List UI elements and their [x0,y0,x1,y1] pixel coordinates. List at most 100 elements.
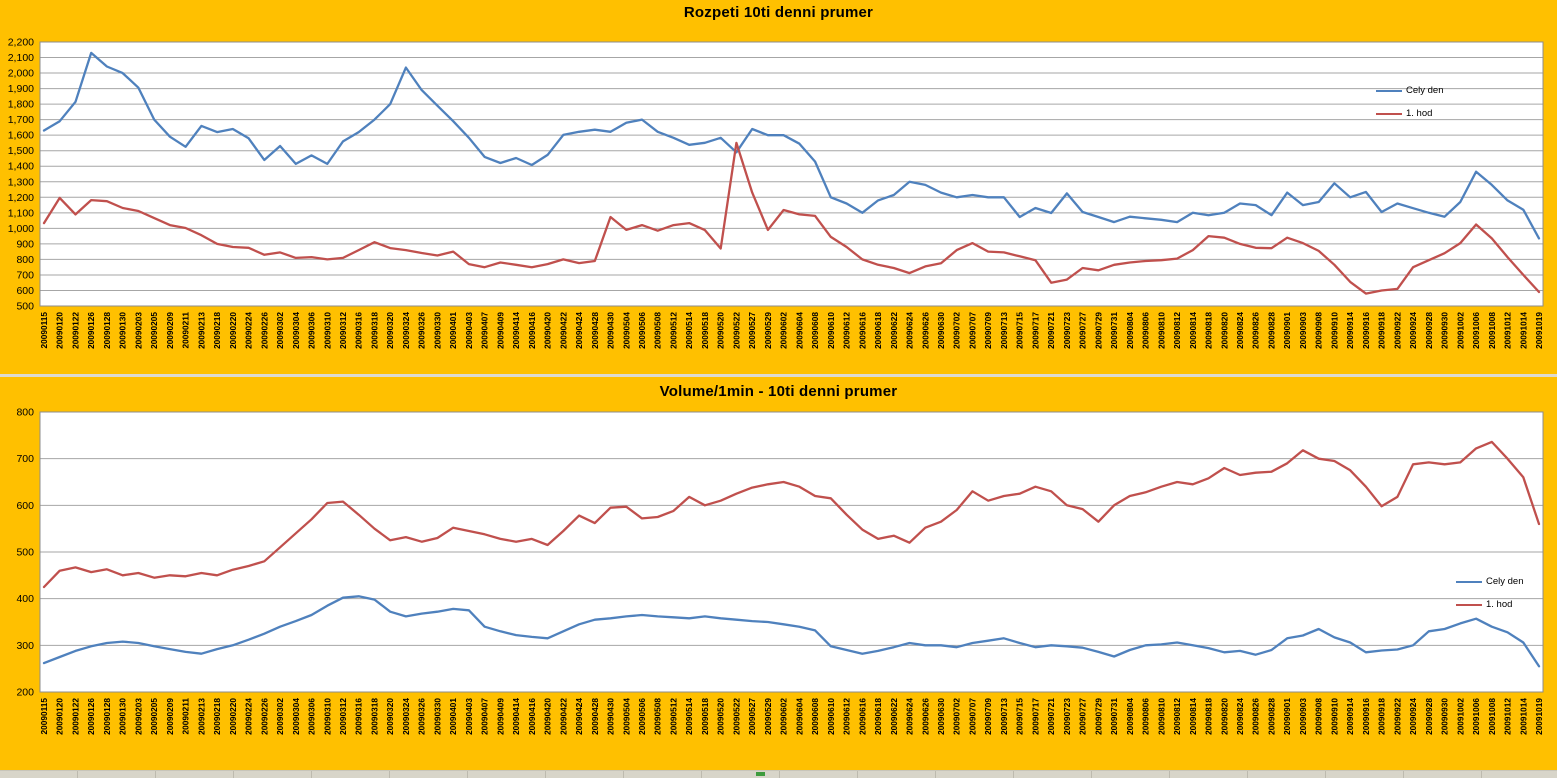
svg-text:20090512: 20090512 [668,312,678,349]
svg-text:20090910: 20090910 [1329,698,1339,735]
chart-volume[interactable]: Volume/1min - 10ti denni prumer 200 300 40… [0,377,1557,770]
series-line-1-hod [42,141,1541,295]
svg-text:1,500: 1,500 [8,145,34,157]
svg-text:20090326: 20090326 [417,698,427,735]
svg-text:20090218: 20090218 [212,698,222,735]
svg-text:20090820: 20090820 [1219,312,1229,349]
svg-text:20090612: 20090612 [842,698,852,735]
spreadsheet-row-strip [0,770,1557,778]
svg-text:20090514: 20090514 [684,312,694,349]
svg-text:20090804: 20090804 [1125,312,1135,349]
svg-text:20090727: 20090727 [1078,312,1088,349]
svg-text:20090414: 20090414 [511,312,521,349]
legend-item-1-hod: 1. hod [1376,102,1444,125]
svg-text:1,900: 1,900 [8,83,34,95]
svg-text:20090910: 20090910 [1329,312,1339,349]
legend-label: 1. hod [1406,108,1433,119]
svg-text:20090414: 20090414 [511,698,521,735]
svg-text:1,400: 1,400 [8,161,34,173]
svg-text:20090727: 20090727 [1078,698,1088,735]
y-axis-labels: 500 600 700 800 900 1,000 1,100 1,200 1,300 1,400… [8,37,34,313]
svg-text:20090428: 20090428 [590,698,600,735]
svg-text:20090126: 20090126 [86,312,96,349]
svg-text:20090316: 20090316 [354,698,364,735]
svg-text:20090304: 20090304 [291,698,301,735]
svg-text:20090812: 20090812 [1172,698,1182,735]
chart-rozpeti-legend[interactable]: Cely den 1. hod [1376,79,1444,125]
cely-den-line-sample [1456,580,1482,583]
svg-text:20090506: 20090506 [637,312,647,349]
legend-item-cely-den: Cely den [1376,79,1444,102]
svg-text:20091014: 20091014 [1518,312,1528,349]
svg-text:20090310: 20090310 [322,698,332,735]
legend-item-1-hod: 1. hod [1456,593,1524,616]
svg-text:20090514: 20090514 [684,698,694,735]
svg-text:20090721: 20090721 [1046,312,1056,349]
svg-text:20090518: 20090518 [700,312,710,349]
svg-text:20090403: 20090403 [464,698,474,735]
svg-text:20090824: 20090824 [1235,312,1245,349]
svg-text:20090527: 20090527 [747,698,757,735]
svg-text:20090604: 20090604 [794,698,804,735]
svg-text:20091002: 20091002 [1455,698,1465,735]
gridlines [40,41,1543,307]
svg-text:20090702: 20090702 [952,312,962,349]
svg-text:20090622: 20090622 [889,312,899,349]
svg-text:2,200: 2,200 [8,37,34,49]
series-line-1-hod [42,440,1541,589]
svg-text:20090115: 20090115 [39,312,49,349]
svg-text:20090713: 20090713 [999,312,1009,349]
svg-text:20090901: 20090901 [1282,312,1292,349]
svg-text:20090420: 20090420 [543,312,553,349]
spreadsheet-cell-marker [756,772,765,776]
svg-text:20090914: 20090914 [1345,312,1355,349]
svg-text:20090420: 20090420 [543,698,553,735]
svg-text:20090203: 20090203 [133,312,143,349]
svg-text:20090709: 20090709 [983,698,993,735]
svg-text:20090312: 20090312 [338,698,348,735]
svg-text:20090729: 20090729 [1093,698,1103,735]
svg-text:20090310: 20090310 [322,312,332,349]
svg-text:20090401: 20090401 [448,698,458,735]
svg-text:20090128: 20090128 [102,698,112,735]
svg-text:20090630: 20090630 [936,698,946,735]
svg-text:20090220: 20090220 [228,312,238,349]
svg-text:20090814: 20090814 [1188,698,1198,735]
svg-text:20090529: 20090529 [763,312,773,349]
x-axis-labels: 20090115 20090120 20090122 20090126 20090128… [39,698,1544,735]
svg-text:20090213: 20090213 [196,312,206,349]
svg-text:20090626: 20090626 [920,698,930,735]
svg-text:20090622: 20090622 [889,698,899,735]
svg-text:20090604: 20090604 [794,312,804,349]
svg-text:20090804: 20090804 [1125,698,1135,735]
series-line-cely-den [42,595,1541,668]
svg-text:20090326: 20090326 [417,312,427,349]
svg-text:20090430: 20090430 [606,698,616,735]
svg-text:20090717: 20090717 [1030,698,1040,735]
svg-text:20090422: 20090422 [558,312,568,349]
svg-text:1,800: 1,800 [8,99,34,111]
svg-text:900: 900 [16,238,34,250]
svg-text:20090324: 20090324 [401,312,411,349]
svg-text:20090702: 20090702 [952,698,962,735]
svg-text:20090306: 20090306 [307,312,317,349]
svg-text:700: 700 [16,269,34,281]
svg-text:700: 700 [16,453,34,465]
svg-text:20090828: 20090828 [1266,312,1276,349]
svg-text:20090916: 20090916 [1361,312,1371,349]
chart-rozpeti[interactable]: Rozpeti 10ti denni prumer 500 600 700 800 90… [0,0,1557,377]
svg-text:20090721: 20090721 [1046,698,1056,735]
chart-volume-legend[interactable]: Cely den 1. hod [1456,570,1524,616]
svg-text:20090409: 20090409 [495,698,505,735]
svg-text:20090318: 20090318 [369,312,379,349]
cely-den-line-sample [1376,89,1402,92]
svg-text:20090818: 20090818 [1204,312,1214,349]
svg-text:20091008: 20091008 [1487,698,1497,735]
svg-text:20090624: 20090624 [905,312,915,349]
svg-text:20090209: 20090209 [165,312,175,349]
svg-text:20090407: 20090407 [480,312,490,349]
svg-text:20090512: 20090512 [668,698,678,735]
svg-text:20090128: 20090128 [102,312,112,349]
svg-text:20090810: 20090810 [1156,312,1166,349]
svg-text:20090312: 20090312 [338,312,348,349]
